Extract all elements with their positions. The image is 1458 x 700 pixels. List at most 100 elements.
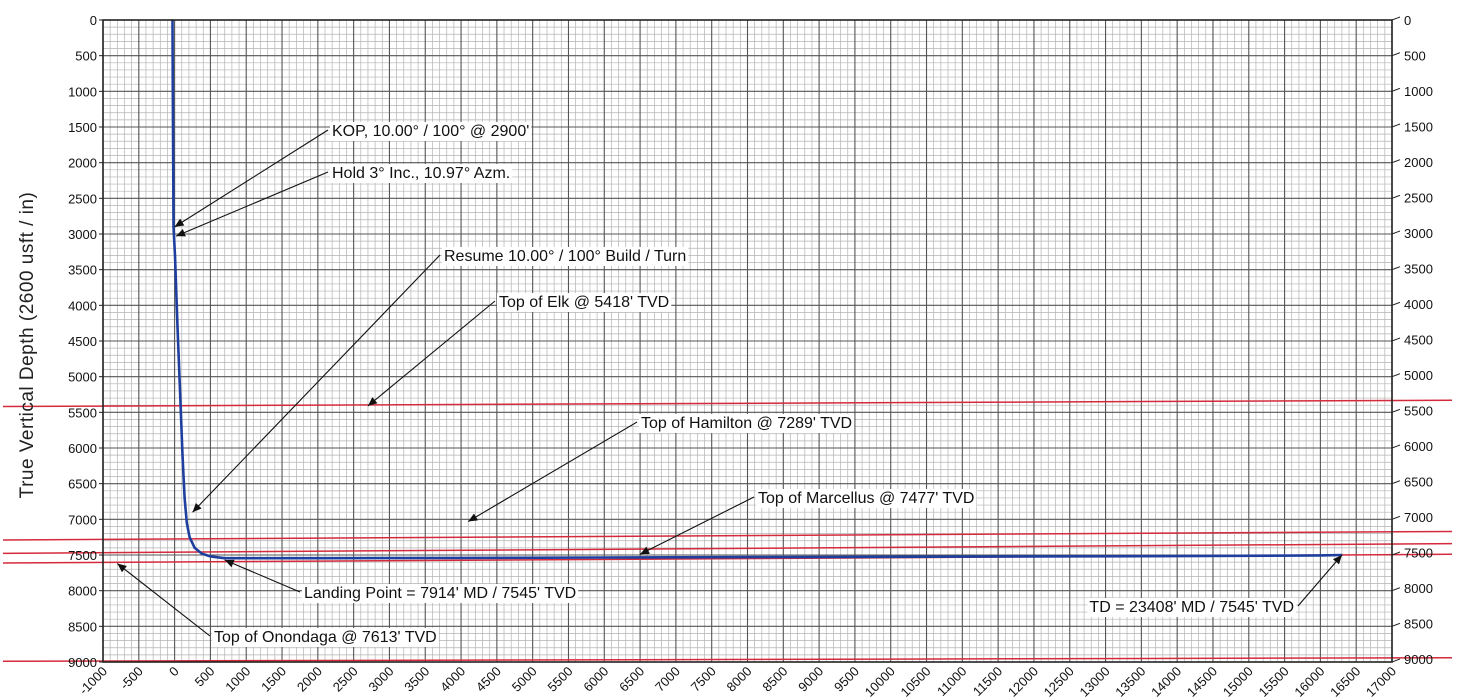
annotation-background: [1087, 598, 1296, 617]
grid: [102, 19, 1393, 663]
y-tick-mark-right: [1391, 480, 1401, 485]
well-path-point: [172, 161, 174, 164]
annotation: Top of Elk @ 5418' TVD: [367, 293, 672, 407]
y-tick-label-right: 8000: [1404, 581, 1433, 596]
annotation-leader: [192, 254, 441, 513]
annotation: Hold 3° Inc., 10.97° Azm.: [175, 164, 513, 237]
y-tick-label-left: 5500: [68, 405, 97, 420]
annotation-text: Top of Elk @ 5418' TVD: [499, 294, 669, 311]
y-tick-mark-right: [1391, 16, 1401, 21]
well-path-point: [223, 557, 226, 560]
y-tick-mark-right: [1391, 87, 1401, 92]
annotation-background: [442, 247, 689, 266]
y-tick-mark-right: [1391, 301, 1401, 306]
annotation: Top of Hamilton @ 7289' TVD: [467, 414, 855, 522]
y-tick-mark-right: [1391, 622, 1401, 627]
well-path-point: [181, 454, 184, 456]
y-tick-mark-right: [1391, 551, 1401, 556]
annotation-arrowhead: [117, 563, 127, 573]
y-tick-mark-right: [1391, 337, 1401, 342]
annotation-leader: [224, 559, 301, 593]
y-tick-label-left: 2500: [68, 191, 97, 206]
annotation-background: [756, 489, 977, 508]
y-tick-label-right: 500: [1404, 49, 1426, 64]
annotation: Top of Marcellus @ 7477' TVD: [639, 489, 977, 555]
y-tick-label-right: 0: [1404, 13, 1411, 28]
y-tick-label-right: 5500: [1404, 404, 1433, 419]
y-tick-label-right: 6500: [1404, 475, 1433, 490]
y-tick-mark-right: [1391, 266, 1401, 271]
y-tick-label-left: 4500: [68, 334, 97, 349]
y-tick-label-left: 2000: [68, 156, 97, 171]
annotation-leader: [175, 171, 329, 237]
annotation: Landing Point = 7914' MD / 7545' TVD: [224, 559, 579, 603]
well-path-point: [1033, 555, 1035, 558]
well-path-point: [174, 254, 176, 257]
annotation-text: Top of Marcellus @ 7477' TVD: [758, 490, 974, 507]
annotation-background: [302, 584, 579, 603]
annotation-arrowhead: [640, 546, 650, 555]
annotation-arrowhead: [174, 218, 185, 227]
y-tick-label-left: 5000: [68, 370, 97, 385]
y-tick-label-left: 6000: [68, 441, 97, 456]
formation-line: [2, 542, 1453, 555]
well-path-point: [1319, 554, 1322, 557]
y-tick-label-right: 4000: [1404, 297, 1433, 312]
annotation-text: Top of Hamilton @ 7289' TVD: [641, 415, 852, 432]
well-path-point: [889, 555, 892, 558]
annotation-background: [330, 164, 513, 183]
y-tick-mark-right: [1391, 658, 1401, 663]
y-tick-label-right: 8500: [1404, 617, 1433, 632]
well-path-point: [176, 325, 179, 328]
well-path-point: [1176, 555, 1178, 557]
y-tick-label-left: 1500: [68, 120, 97, 135]
well-path-point: [172, 226, 175, 228]
annotation-text: Hold 3° Inc., 10.97° Azm.: [332, 165, 510, 182]
annotation-leader: [367, 300, 496, 407]
annotation-arrowhead: [192, 502, 202, 513]
y-tick-mark-right: [1391, 444, 1401, 449]
y-tick-mark-right: [1391, 587, 1401, 592]
y-tick-label-left: 1000: [68, 84, 97, 99]
y-tick-label-left: 7000: [68, 512, 97, 527]
well-path-point: [603, 556, 606, 559]
annotation-text: Resume 10.00° / 100° Build / Turn: [444, 248, 686, 265]
y-tick-label-left: 7500: [68, 548, 97, 563]
y-tick-label-right: 3500: [1404, 262, 1433, 277]
y-tick-mark-right: [1391, 159, 1401, 164]
well-path-point: [193, 547, 196, 549]
annotation-leader: [116, 563, 211, 637]
y-tick-mark-right: [1391, 515, 1401, 520]
annotation: KOP, 10.00° / 100° @ 2900': [174, 122, 532, 228]
well-path-point: [209, 555, 212, 558]
annotation-background: [212, 628, 439, 647]
annotation: Top of Onondaga @ 7613' TVD: [116, 563, 439, 647]
formation-line: [2, 399, 1453, 408]
y-tick-label-left: 9000: [68, 655, 97, 670]
well-path-point: [183, 497, 186, 499]
annotation-background: [639, 414, 855, 433]
y-tick-label-right: 1500: [1404, 120, 1433, 135]
annotation-leader: [174, 129, 329, 228]
annotation-text: Top of Onondaga @ 7613' TVD: [214, 629, 437, 646]
well-path-point: [179, 397, 182, 399]
annotation: Resume 10.00° / 100° Build / Turn: [192, 247, 689, 513]
y-tick-label-left: 8000: [68, 584, 97, 599]
annotation-text: TD = 23408' MD / 7545' TVD: [1089, 599, 1294, 616]
annotation-background: [497, 293, 672, 312]
annotation-arrowhead: [367, 397, 378, 406]
annotation-arrowhead: [468, 513, 479, 522]
y-tick-label-right: 2500: [1404, 191, 1433, 206]
y-tick-label-left: 6500: [68, 477, 97, 492]
annotation-text: Landing Point = 7914' MD / 7545' TVD: [304, 585, 576, 602]
y-tick-mark-right: [1391, 123, 1401, 128]
y-tick-label-right: 5000: [1404, 368, 1433, 383]
well-path-point: [460, 557, 462, 559]
y-tick-label-right: 7500: [1404, 546, 1433, 561]
y-tick-label-right: 1000: [1404, 84, 1433, 99]
y-tick-label-right: 2000: [1404, 155, 1433, 170]
y-axis-label: True Vertical Depth (2600 usft / in): [17, 192, 38, 499]
well-path-point: [201, 552, 203, 555]
